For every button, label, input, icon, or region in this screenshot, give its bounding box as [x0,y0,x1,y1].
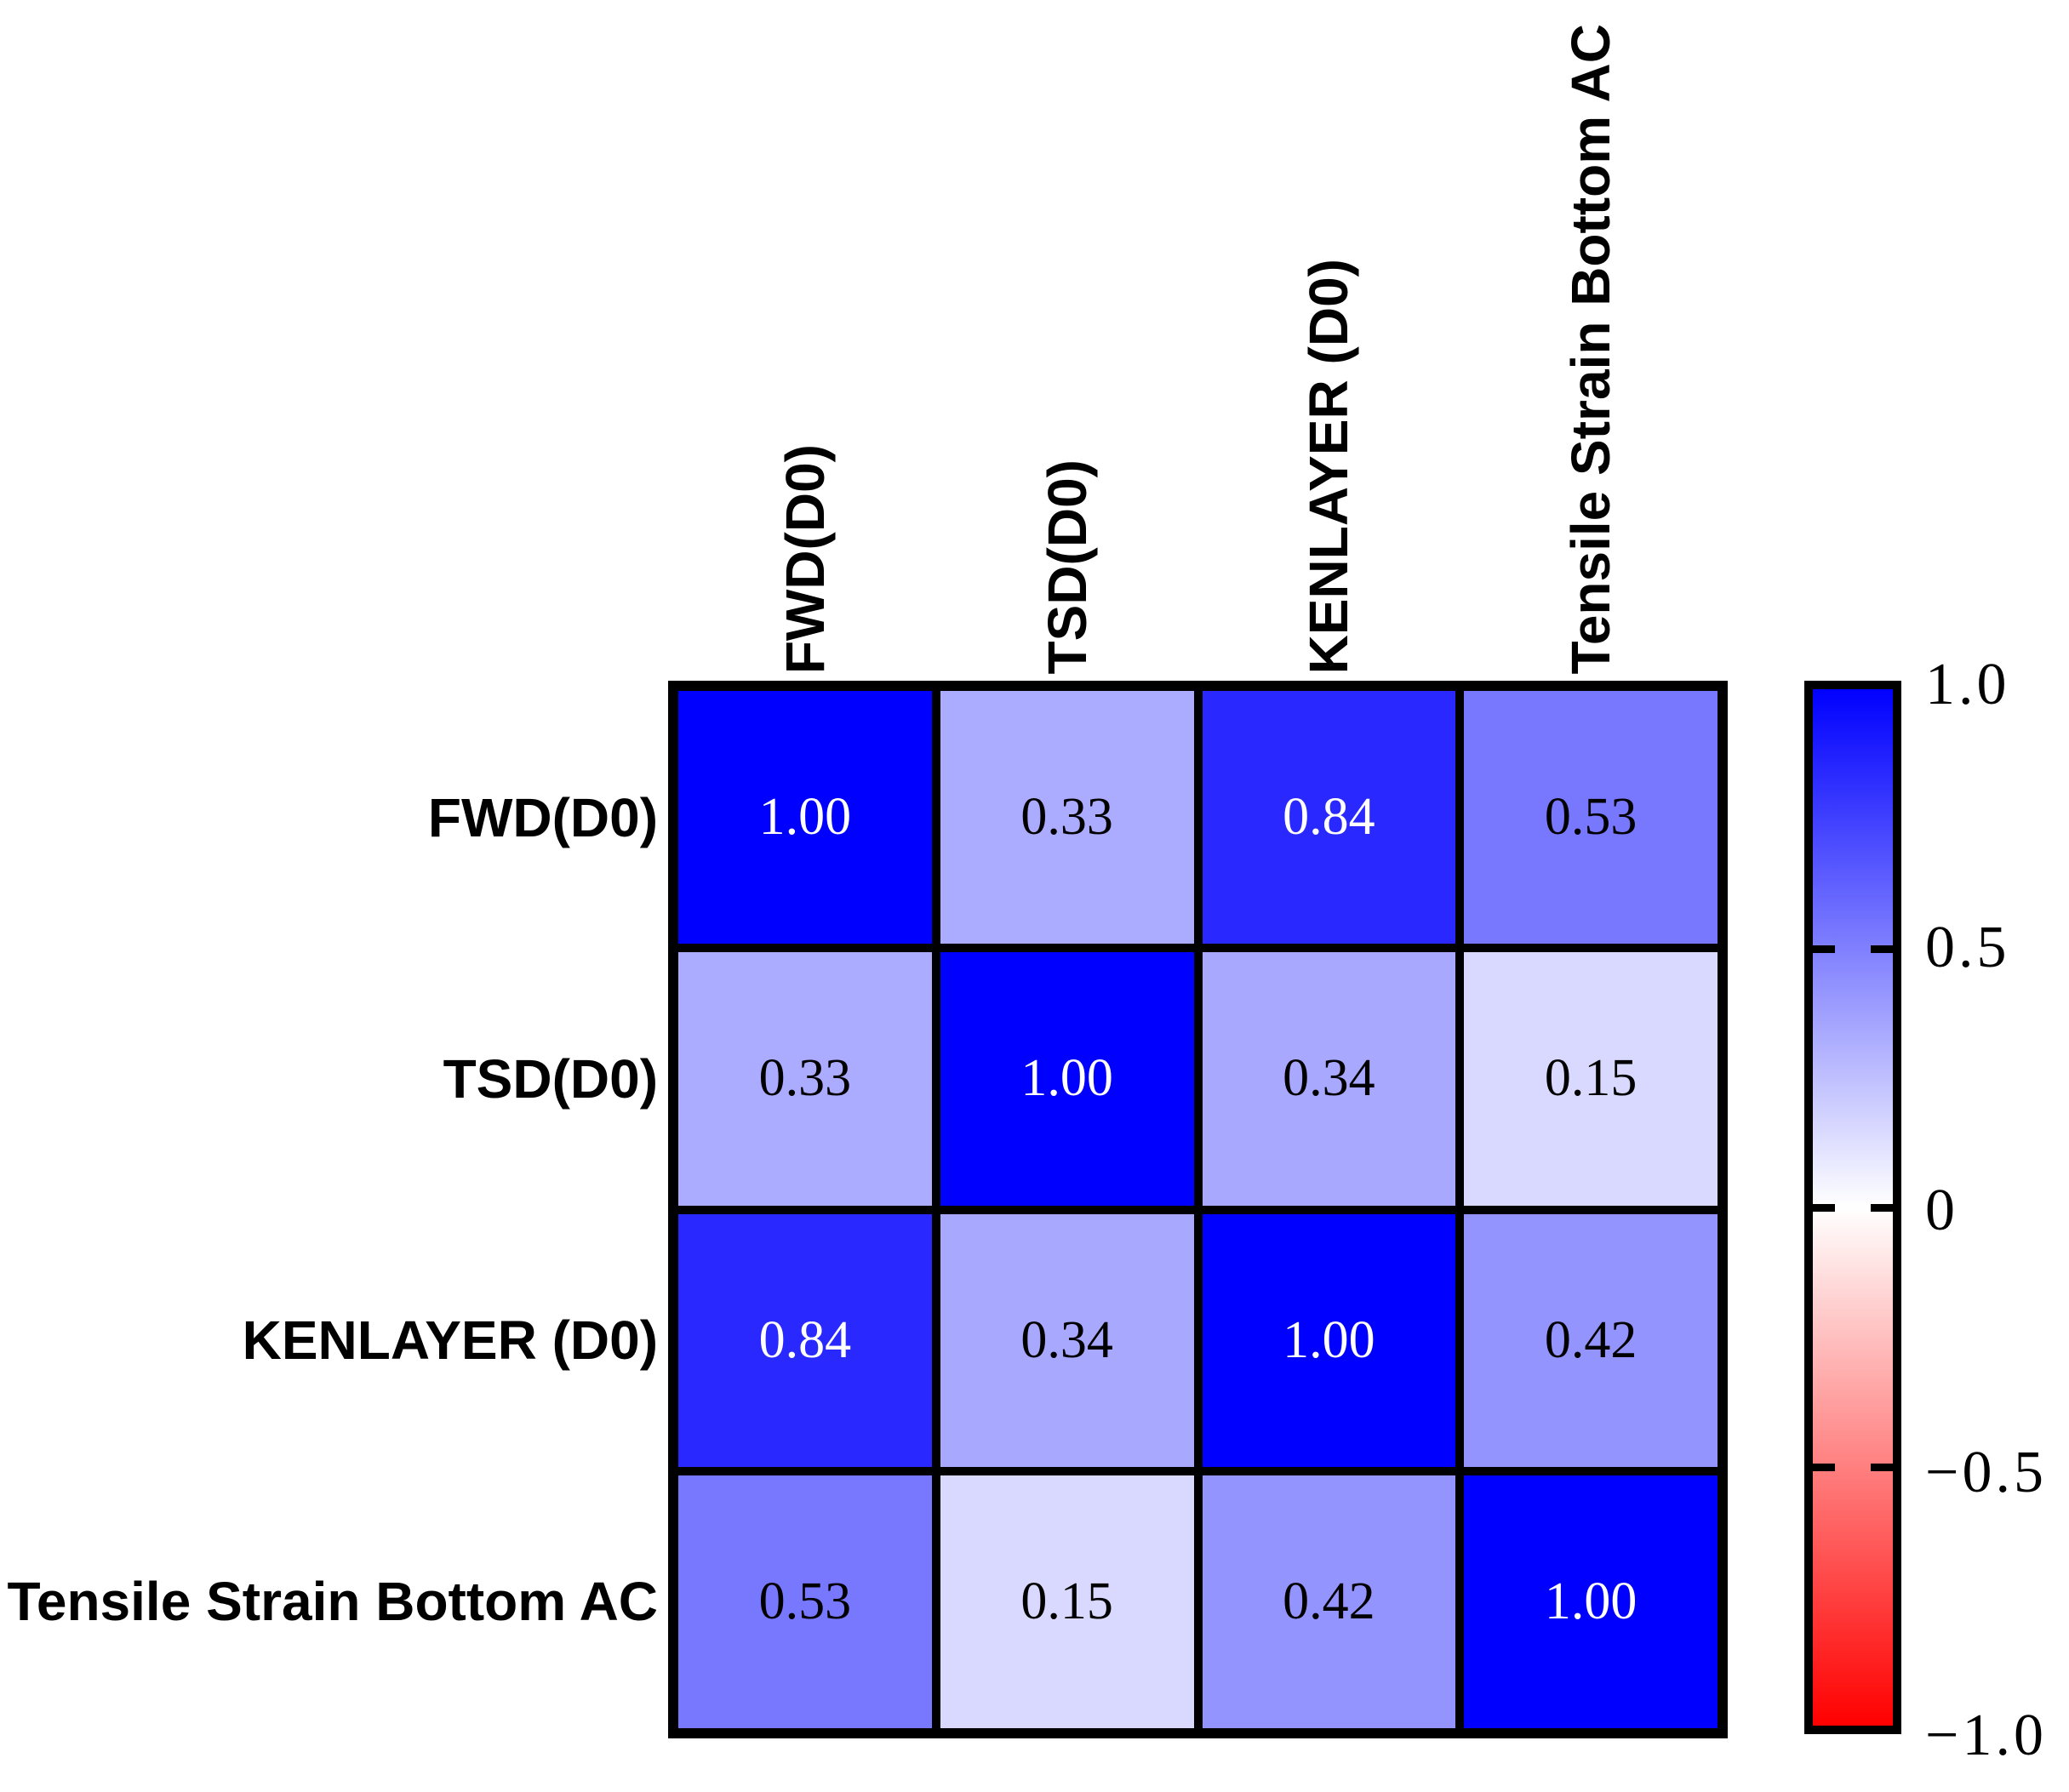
col-label-text: Tensile Strain Bottom AC [1560,23,1622,675]
colorbar [1804,681,1901,1734]
heatmap-cell-3-3: 1.00 [1464,1475,1717,1728]
colorbar-tick-mark [1871,945,1893,953]
col-label-text: KENLAYER (D0) [1298,258,1360,674]
colorbar-tick-label-0-5: 0.5 [1925,914,2010,980]
cell-value: 1.00 [1544,1572,1637,1630]
cell-value: 0.15 [1544,1049,1637,1108]
heatmap-cell-0-0: 1.00 [678,691,932,945]
cell-value: 0.33 [1020,788,1113,847]
colorbar-tick-label-1-0: −1.0 [1925,1703,2047,1768]
heatmap-cell-0-2: 0.84 [1202,691,1456,945]
cell-value: 0.53 [1544,788,1637,847]
colorbar-tick-mark [1813,945,1835,953]
col-label-text: FWD(D0) [774,443,836,674]
cell-value: 0.34 [1283,1049,1375,1108]
cell-value: 1.00 [1020,1049,1113,1108]
heatmap-cell-1-0: 0.33 [678,952,932,1206]
col-label-tensile-strain-bottom-ac: Tensile Strain Bottom AC [1552,2,1629,675]
colorbar-tick-label-0-5: −0.5 [1925,1440,2047,1506]
cell-value: 0.34 [1020,1310,1113,1369]
heatmap-cell-2-3: 0.42 [1464,1213,1717,1467]
heatmap-cell-2-1: 0.34 [940,1213,1194,1467]
row-label-tsd-d0: TSD(D0) [443,1047,658,1110]
heatmap-cell-3-2: 0.42 [1202,1475,1456,1728]
row-label-kenlayer-d0: KENLAYER (D0) [242,1310,658,1372]
heatmap-cell-1-1: 1.00 [940,952,1194,1206]
heatmap-cell-1-2: 0.34 [1202,952,1456,1206]
colorbar-tick-label-1-0: 1.0 [1925,652,2010,717]
cell-value: 0.84 [1283,788,1375,847]
col-label-tsd-d0: TSD(D0) [1029,2,1106,674]
cell-value: 0.33 [758,1049,852,1108]
colorbar-tick-label-0: 0 [1925,1177,1958,1243]
heatmap-cell-3-0: 0.53 [678,1475,932,1728]
row-label-fwd-d0: FWD(D0) [427,786,658,848]
col-label-fwd-d0: FWD(D0) [767,2,843,674]
heatmap-cell-2-2: 1.00 [1202,1213,1456,1467]
colorbar-tick-mark [1813,1204,1835,1212]
cell-value: 0.42 [1283,1572,1375,1630]
cell-value: 0.53 [758,1572,852,1630]
heatmap-cell-1-3: 0.15 [1464,952,1717,1206]
col-label-kenlayer-d0: KENLAYER (D0) [1290,2,1367,674]
cell-value: 0.84 [758,1310,852,1369]
cell-value: 1.00 [1283,1310,1375,1369]
heatmap-cell-0-3: 0.53 [1464,691,1717,945]
cell-value: 0.15 [1020,1572,1113,1630]
colorbar-tick-mark [1871,1463,1893,1471]
cell-value: 1.00 [758,788,852,847]
colorbar-tick-mark [1813,1463,1835,1471]
heatmap-cell-2-0: 0.84 [678,1213,932,1467]
heatmap-cell-0-1: 0.33 [940,691,1194,945]
heatmap-grid: 1.00 0.33 0.84 0.53 0.33 1.00 0.34 0.15 0.84 0.34… [668,681,1728,1738]
cell-value: 0.42 [1544,1310,1637,1369]
colorbar-tick-mark [1871,1204,1893,1212]
col-label-text: TSD(D0) [1036,459,1098,674]
row-label-tensile-strain-bottom-ac: Tensile Strain Bottom AC [7,1571,659,1633]
heatmap-cell-3-1: 0.15 [940,1475,1194,1728]
